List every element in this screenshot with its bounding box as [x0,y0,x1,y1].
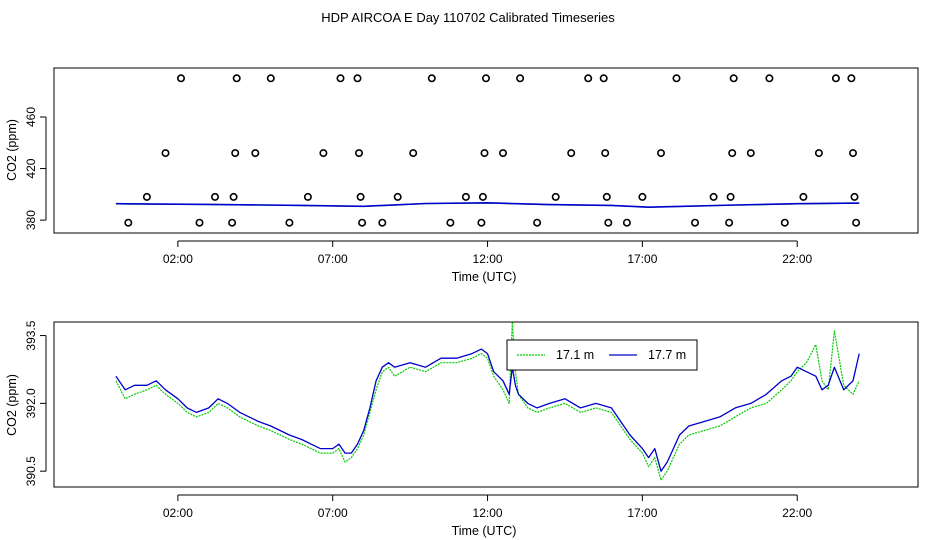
top-scatter-point [285,218,294,227]
top-scatter-point [799,192,808,201]
top-plot-frame [53,67,919,234]
top-scatter-point [319,149,328,158]
legend-label-17-1m: 17.1 m [556,348,594,362]
top-scatter-point [672,74,681,83]
top-scatter-point [378,218,387,227]
top-scatter-point [584,74,593,83]
bottom-y-axis: 390.5 392.0 393.5 [24,320,47,486]
top-scatter-point [461,192,470,201]
top-y-tick-label: 460 [24,107,38,127]
bottom-x-tick-label: 17:00 [627,506,657,520]
top-scatter-point [356,192,365,201]
bottom-x-tick-label: 22:00 [782,506,812,520]
top-scatter-point [195,218,204,227]
top-scatter-point [393,192,402,201]
top-panel: 02:00 07:00 12:00 17:00 22:00 380 420 460 Time… [5,67,919,284]
top-scatter-point [765,74,774,83]
legend-label-17-7m: 17.7 m [648,348,686,362]
top-points [124,74,861,227]
top-scatter-point [358,218,367,227]
bottom-panel: 02:00 07:00 12:00 17:00 22:00 390.5 392.0 393.… [5,320,919,538]
bottom-y-tick-label: 393.5 [24,320,38,350]
top-scatter-point [601,149,610,158]
top-scatter-point [229,192,238,201]
bottom-series-line-17-1m [115,321,860,481]
top-x-axis: 02:00 07:00 12:00 17:00 22:00 [163,240,813,266]
bottom-plot-frame [53,321,919,488]
bottom-x-tick-label: 12:00 [473,506,503,520]
top-scatter-point [551,192,560,201]
top-scatter-point [161,149,170,158]
top-scatter-point [726,192,735,201]
top-scatter-point [481,74,490,83]
top-scatter-point [409,149,418,158]
top-scatter-point [177,74,186,83]
top-scatter-point [446,218,455,227]
top-scatter-point [780,218,789,227]
top-y-axis: 380 420 460 [24,107,47,230]
top-x-tick-label: 07:00 [318,252,348,266]
top-scatter-point [533,218,542,227]
top-scatter-point [852,218,861,227]
top-scatter-point [602,192,611,201]
top-x-tick-label: 22:00 [782,252,812,266]
top-scatter-point [353,74,362,83]
top-scatter-point [622,218,631,227]
top-scatter-point [847,74,856,83]
bottom-y-tick-label: 392.0 [24,388,38,418]
top-x-tick-label: 12:00 [473,252,503,266]
top-scatter-point [850,192,859,201]
top-scatter-point [477,218,486,227]
top-scatter-point [746,149,755,158]
bottom-lines [115,321,860,481]
bottom-x-tick-label: 02:00 [163,506,193,520]
top-x-tick-label: 17:00 [627,252,657,266]
top-scatter-point [480,149,489,158]
top-scatter-point [729,74,738,83]
top-scatter-point [336,74,345,83]
top-scatter-point [516,74,525,83]
top-scatter-point [604,218,613,227]
top-scatter-point [427,74,436,83]
top-scatter-point [232,74,241,83]
bottom-y-label: CO2 (ppm) [5,374,19,436]
bottom-x-axis: 02:00 07:00 12:00 17:00 22:00 [163,494,813,520]
top-scatter-point [848,149,857,158]
top-x-label: Time (UTC) [452,270,517,284]
top-scatter-point [690,218,699,227]
top-scatter-point [656,149,665,158]
top-scatter-point [498,149,507,158]
top-scatter-point [124,218,133,227]
top-scatter-point [251,149,260,158]
figure-title: HDP AIRCOA E Day 110702 Calibrated Times… [321,10,615,25]
top-scatter-point [725,218,734,227]
top-series-line-1 [115,201,860,209]
bottom-y-tick-label: 390.5 [24,456,38,486]
top-y-tick-label: 420 [24,158,38,178]
top-scatter-point [142,192,151,201]
legend: 17.1 m 17.7 m [506,339,698,371]
top-scatter-point [814,149,823,158]
top-y-tick-label: 380 [24,210,38,230]
top-scatter-point [638,192,647,201]
top-scatter-point [709,192,718,201]
top-scatter-point [266,74,275,83]
bottom-x-tick-label: 07:00 [318,506,348,520]
top-scatter-point [231,149,240,158]
top-lines [115,201,860,209]
top-scatter-point [211,192,220,201]
top-scatter-point [567,149,576,158]
top-scatter-point [354,149,363,158]
top-scatter-point [228,218,237,227]
bottom-series-line-17-7m [115,348,860,472]
top-y-label: CO2 (ppm) [5,119,19,181]
top-scatter-point [831,74,840,83]
top-x-tick-label: 02:00 [163,252,193,266]
top-scatter-point [303,192,312,201]
top-scatter-point [728,149,737,158]
top-scatter-point [478,192,487,201]
top-scatter-point [599,74,608,83]
bottom-x-label: Time (UTC) [452,524,517,538]
